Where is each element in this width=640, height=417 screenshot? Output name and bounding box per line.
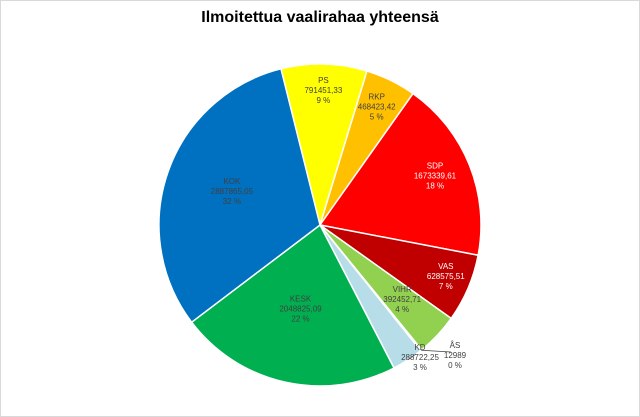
data-label-ås: ÅS 12989 0 % (444, 341, 467, 370)
data-label-rkp: RKP 468423,42 5 % (358, 92, 396, 121)
pie-slice-ps (280, 63, 368, 228)
data-label-kd: KD 288722,25 3 % (401, 343, 439, 372)
pie-slice-kok (158, 67, 321, 324)
data-label-sdp: SDP 1673339,61 18 % (414, 162, 457, 191)
chart-title: Ilmoitettua vaalirahaa yhteensä (201, 9, 439, 26)
leader-line-kd (407, 353, 417, 361)
data-label-ps: PS 791451,33 9 % (304, 76, 342, 105)
data-label-kok: KOK 2887865,05 32 % (211, 177, 254, 206)
pie-slice-sdp (318, 92, 482, 257)
data-label-vihr: VIHR 392452,71 4 % (383, 285, 421, 314)
leader-line-ås (421, 349, 452, 353)
data-label-vas: VAS 628575,51 7 % (427, 262, 465, 291)
pie-slice-kesk (190, 223, 396, 387)
data-label-kesk: KESK 2048825,09 22 % (279, 294, 322, 323)
